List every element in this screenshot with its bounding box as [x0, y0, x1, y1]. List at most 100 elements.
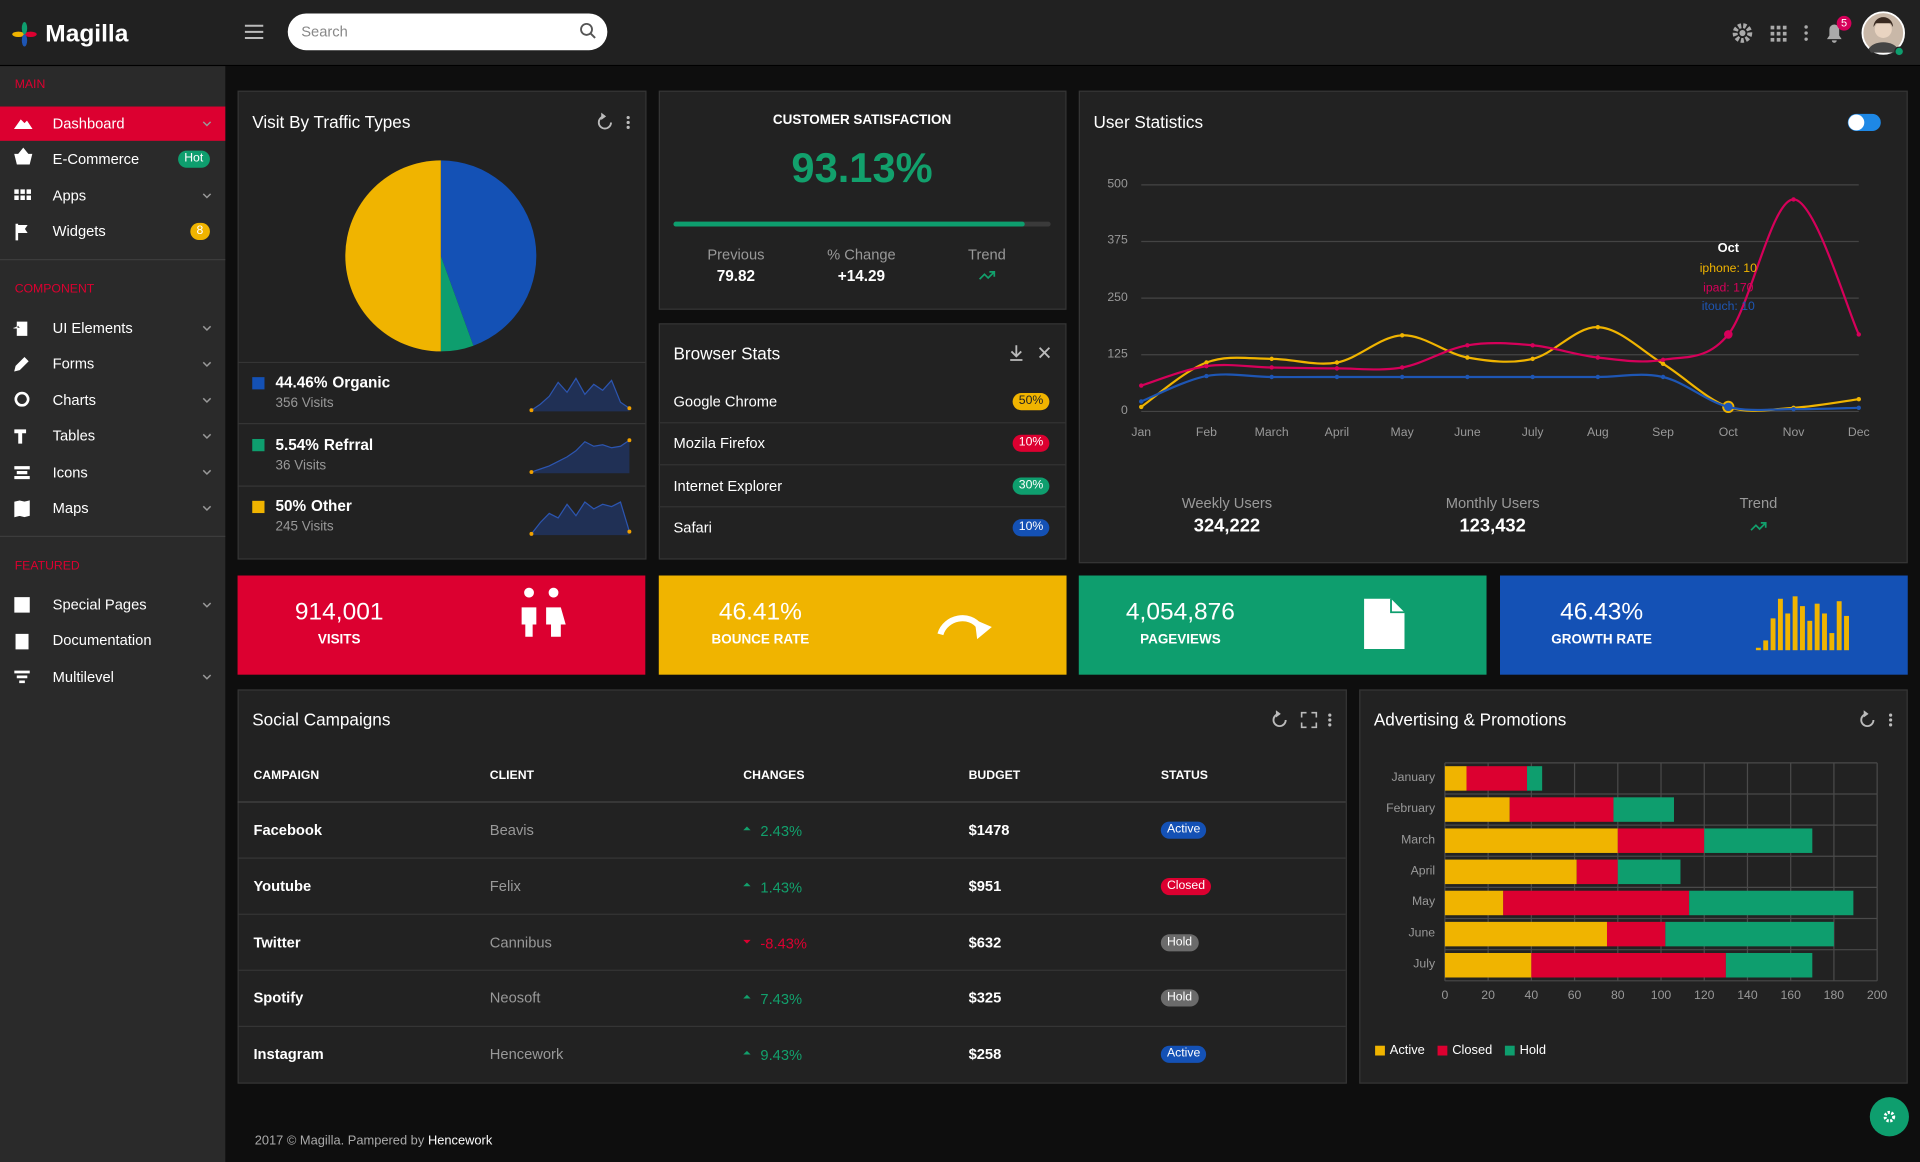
- nav-item[interactable]: Maps: [52, 499, 89, 517]
- apps-icon[interactable]: [1776, 37, 1781, 42]
- status-badge: Active: [1160, 821, 1207, 839]
- budget: $1478: [968, 821, 1010, 839]
- line-point: [1530, 343, 1535, 348]
- nav-item[interactable]: Widgets: [52, 222, 106, 240]
- line-point: [1269, 374, 1274, 380]
- line-point: [1660, 374, 1666, 380]
- line-point: [1204, 360, 1209, 365]
- nav-item[interactable]: Forms: [52, 355, 95, 373]
- pie-slice: [440, 160, 537, 346]
- change-arrow: [743, 1050, 751, 1055]
- menu-dot[interactable]: [626, 120, 630, 125]
- nav-item[interactable]: UI Elements: [52, 319, 133, 337]
- refresh-icon[interactable]: [1860, 712, 1875, 728]
- bar-segment: [1689, 890, 1854, 916]
- avatar-hair: [1873, 17, 1894, 27]
- settings-fab[interactable]: [1869, 1097, 1909, 1137]
- more-icon[interactable]: [1804, 31, 1808, 35]
- apps-icon[interactable]: [1782, 25, 1787, 30]
- pie-slice: [345, 160, 441, 352]
- apps-icon[interactable]: [1782, 31, 1787, 36]
- menu-dot[interactable]: [626, 115, 630, 120]
- tile-bar: [1822, 613, 1827, 651]
- budget: $258: [968, 1045, 1002, 1063]
- search-box[interactable]: [287, 13, 608, 51]
- bell-icon[interactable]: [1826, 24, 1842, 43]
- bar-segment: [1613, 797, 1674, 822]
- y-tick-label: 250: [1107, 290, 1128, 305]
- line-point: [1660, 361, 1666, 367]
- nav-item[interactable]: Charts: [52, 391, 96, 409]
- menu-dot[interactable]: [626, 125, 630, 129]
- x-tick-label: Feb: [1195, 426, 1217, 440]
- client-name: Hencework: [489, 1045, 564, 1063]
- line-point: [1399, 333, 1405, 338]
- x-tick-label: 200: [1866, 989, 1888, 1003]
- satisfaction-card: [658, 90, 1067, 310]
- apps-icon[interactable]: [1776, 31, 1781, 36]
- footer-link[interactable]: Hencework: [427, 1133, 493, 1149]
- refresh-icon[interactable]: [597, 115, 612, 130]
- nav-item[interactable]: Icons: [52, 463, 88, 481]
- line-point: [1856, 332, 1861, 337]
- more-icon[interactable]: [1804, 25, 1808, 29]
- nav-icon: [14, 466, 30, 480]
- tile-bar: [1836, 601, 1842, 651]
- stat-tile: [658, 575, 1067, 675]
- search-icon-handle: [589, 32, 596, 39]
- download-icon[interactable]: [1010, 345, 1023, 361]
- bar-segment: [1606, 921, 1666, 947]
- x-tick-label: 100: [1650, 989, 1672, 1003]
- menu-dot[interactable]: [1328, 718, 1332, 722]
- legend-name: Other: [311, 497, 352, 515]
- nav-icon: [14, 147, 33, 165]
- change-arrow: [743, 826, 751, 831]
- refresh-icon[interactable]: [1272, 712, 1287, 728]
- legend-label: Hold: [1519, 1042, 1547, 1058]
- legend-swatch: [1504, 1045, 1515, 1056]
- pie-slice: [440, 255, 474, 352]
- brand: Magilla: [45, 20, 129, 48]
- stat-value: 79.82: [716, 267, 756, 285]
- sparkline-dot: [529, 531, 534, 536]
- tile-bar: [1755, 647, 1761, 651]
- expand-icon[interactable]: [1300, 711, 1318, 729]
- menu-dot[interactable]: [1889, 723, 1893, 727]
- nav-item[interactable]: E-Commerce: [52, 150, 140, 168]
- nav-item[interactable]: Tables: [52, 427, 96, 445]
- tile-bar: [1814, 603, 1820, 651]
- legend-label: Active: [1389, 1042, 1425, 1058]
- browser-share: 30%: [1012, 477, 1050, 495]
- nav-item[interactable]: Dashboard: [52, 114, 125, 133]
- client-name: Beavis: [489, 821, 534, 839]
- apps-icon[interactable]: [1770, 37, 1775, 42]
- menu-dot[interactable]: [1328, 713, 1332, 717]
- nav-item[interactable]: Apps: [52, 186, 87, 205]
- satisfaction-value: 93.13%: [791, 145, 933, 192]
- change-value: 1.43%: [760, 878, 803, 896]
- legend-swatch: [252, 500, 265, 514]
- x-tick-label: April: [1324, 426, 1350, 440]
- line-point: [1269, 365, 1274, 370]
- nav-item[interactable]: Documentation: [52, 632, 152, 650]
- nav-item[interactable]: Multilevel: [52, 668, 114, 686]
- bar-segment: [1444, 921, 1607, 947]
- apps-icon[interactable]: [1782, 37, 1787, 42]
- close-icon[interactable]: [1038, 347, 1051, 359]
- menu-dot[interactable]: [1328, 723, 1332, 727]
- x-tick-label: 140: [1737, 989, 1758, 1003]
- line-point: [1660, 357, 1666, 362]
- nav-chevron: [202, 602, 212, 608]
- nav-item[interactable]: Special Pages: [52, 596, 147, 614]
- apps-icon[interactable]: [1770, 25, 1775, 30]
- more-icon[interactable]: [1804, 37, 1808, 41]
- apps-icon[interactable]: [1770, 31, 1775, 36]
- change-arrow: [743, 882, 751, 887]
- menu-dot[interactable]: [1889, 718, 1893, 722]
- apps-icon[interactable]: [1776, 25, 1781, 30]
- sparkline-dot: [627, 406, 632, 411]
- sparkline: [531, 439, 630, 473]
- line-point: [1530, 374, 1535, 380]
- bar-segment: [1617, 859, 1681, 885]
- menu-dot[interactable]: [1889, 713, 1893, 717]
